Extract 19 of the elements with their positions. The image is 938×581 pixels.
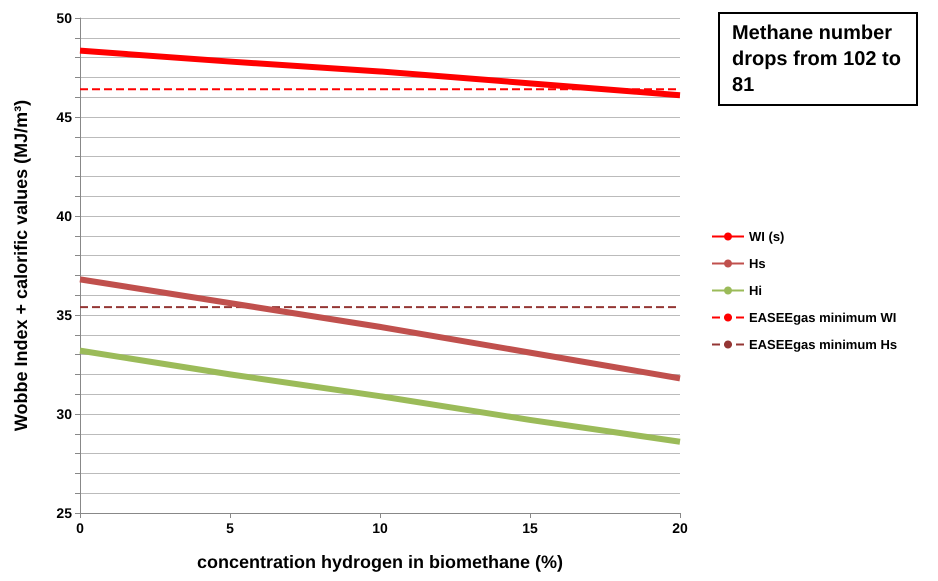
x-tick-label: 0 <box>76 520 84 536</box>
y-tick-label: 40 <box>56 208 72 224</box>
y-tick-label: 50 <box>56 10 72 26</box>
text: Methane number drops from 102 to 81 <box>718 12 918 106</box>
y-tick-label: 45 <box>56 109 72 125</box>
x-tick-label: 10 <box>372 520 388 536</box>
legend-label: EASEEgas minimum WI <box>749 310 896 325</box>
x-tick-label: 15 <box>522 520 538 536</box>
y-tick-label: 30 <box>56 406 72 422</box>
y-tick-label: 35 <box>56 307 72 323</box>
legend-label: WI (s) <box>749 229 784 244</box>
x-tick-label: 20 <box>672 520 688 536</box>
x-tick-label: 5 <box>226 520 234 536</box>
legend-label: Hs <box>749 256 766 271</box>
x-axis-title: concentration hydrogen in biomethane (%) <box>196 552 564 572</box>
legend-label: Hi <box>749 283 762 298</box>
y-tick-label: 25 <box>56 505 72 521</box>
y-axis-title: Wobbe Index + calorific values (MJ/m³) <box>11 100 31 432</box>
legend-label: EASEEgas minimum Hs <box>749 337 898 352</box>
